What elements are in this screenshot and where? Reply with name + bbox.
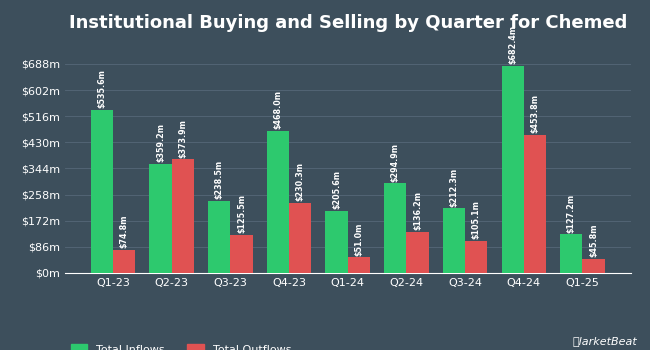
Text: $45.8m: $45.8m [589, 224, 598, 257]
Text: $373.9m: $373.9m [178, 119, 187, 158]
Bar [384, 183, 406, 273]
Bar [113, 250, 135, 273]
Bar [289, 203, 311, 273]
Text: $468.0m: $468.0m [274, 90, 282, 129]
Text: $238.5m: $238.5m [214, 160, 224, 199]
Bar [524, 135, 546, 273]
Text: $74.8m: $74.8m [120, 215, 129, 248]
Bar [326, 210, 348, 273]
Bar [406, 232, 429, 273]
Text: $294.9m: $294.9m [391, 142, 400, 182]
Text: $125.5m: $125.5m [237, 194, 246, 233]
Text: $212.3m: $212.3m [449, 168, 458, 206]
Text: $205.6m: $205.6m [332, 170, 341, 209]
Bar [560, 234, 582, 273]
Bar [502, 65, 524, 273]
Bar [230, 235, 253, 273]
Text: $51.0m: $51.0m [354, 222, 363, 256]
Bar [443, 209, 465, 273]
Text: $105.1m: $105.1m [472, 200, 481, 239]
Bar [582, 259, 604, 273]
Bar [150, 164, 172, 273]
Bar [172, 159, 194, 273]
Text: $453.8m: $453.8m [530, 94, 540, 133]
Bar [208, 201, 230, 273]
Bar [348, 258, 370, 273]
Text: $230.3m: $230.3m [296, 162, 305, 201]
Title: Institutional Buying and Selling by Quarter for Chemed: Institutional Buying and Selling by Quar… [68, 14, 627, 32]
Bar [266, 131, 289, 273]
Text: ⼋larketBeat: ⼋larketBeat [572, 336, 637, 346]
Bar [465, 241, 488, 273]
Text: $359.2m: $359.2m [156, 123, 165, 162]
Bar [91, 110, 113, 273]
Text: $535.6m: $535.6m [98, 70, 107, 108]
Text: $682.4m: $682.4m [508, 25, 517, 64]
Text: $127.2m: $127.2m [567, 194, 576, 232]
Text: $136.2m: $136.2m [413, 191, 422, 230]
Legend: Total Inflows, Total Outflows: Total Inflows, Total Outflows [71, 344, 291, 350]
